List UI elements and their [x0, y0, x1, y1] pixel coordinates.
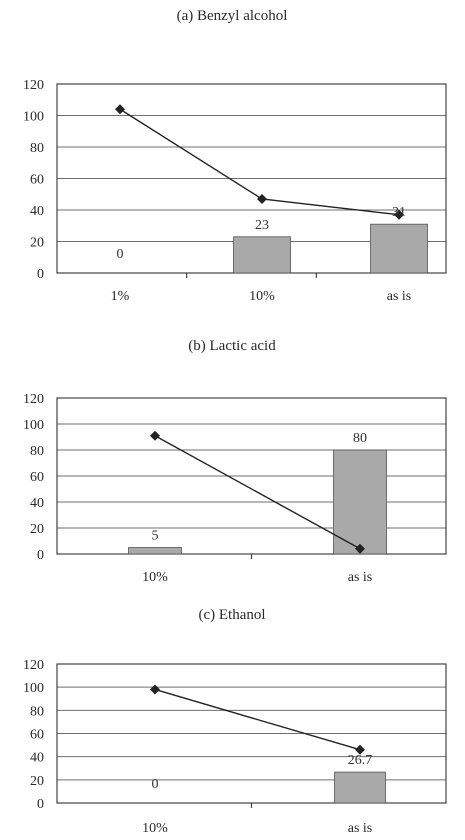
chart-title: (a) Benzyl alcohol: [177, 8, 288, 24]
x-category-label: 10%: [142, 821, 168, 836]
y-tick-label: 20: [30, 774, 44, 789]
y-tick-label: 40: [30, 751, 44, 766]
y-tick-label: 40: [30, 204, 44, 219]
bar: [233, 236, 291, 274]
x-category-label: 10%: [142, 570, 168, 584]
chart-ethanol: (c) Ethanol 0 20 40 60 80 100 120 0 26.7 10% as is: [23, 607, 447, 836]
bar: [128, 547, 182, 555]
bar: [333, 449, 387, 555]
y-tick-label: 20: [30, 522, 44, 537]
x-category-label: 10%: [249, 289, 275, 304]
chart-lactic-acid: (b) Lactic acid 0 20 40 60 80 100 120 5 80 10% as i…: [23, 338, 447, 584]
x-category-label: as is: [348, 821, 373, 836]
y-tick-label: 60: [30, 173, 44, 188]
x-category-label: as is: [387, 289, 412, 304]
x-category-label: as is: [348, 570, 373, 584]
y-tick-label: 100: [23, 681, 44, 696]
x-category-label: 1%: [111, 289, 130, 304]
line-point: [150, 684, 160, 695]
y-tick-label: 20: [30, 236, 44, 251]
line-point: [115, 104, 125, 115]
bar: [334, 771, 386, 804]
bar-data-label: 26.7: [348, 753, 373, 768]
line-point: [257, 193, 267, 204]
line-point: [394, 209, 404, 220]
bar-data-label: 80: [353, 431, 367, 446]
bar-data-label: 23: [255, 218, 269, 233]
bar-data-label: 0: [117, 247, 124, 262]
series-line: [154, 688, 361, 751]
bar-data-label: 31: [392, 205, 406, 220]
bar-data-label: 0: [152, 777, 159, 792]
y-tick-label: 0: [37, 797, 44, 812]
y-tick-label: 80: [30, 444, 44, 459]
line-point: [150, 430, 160, 441]
line-point: [355, 744, 365, 755]
y-tick-label: 40: [30, 496, 44, 511]
y-tick-label: 80: [30, 141, 44, 156]
chart-title: (b) Lactic acid: [188, 338, 276, 354]
y-tick-label: 80: [30, 704, 44, 719]
y-tick-label: 120: [23, 658, 44, 673]
y-tick-label: 120: [23, 392, 44, 407]
series-line: [154, 435, 361, 550]
y-tick-label: 120: [23, 78, 44, 93]
chart-benzyl-alcohol: (a) Benzyl alcohol 0 20 40 60 80 100 120 0 23 31 1%…: [23, 8, 447, 304]
line-point: [355, 543, 365, 554]
y-tick-label: 0: [37, 267, 44, 282]
y-tick-label: 100: [23, 110, 44, 125]
y-tick-label: 60: [30, 728, 44, 743]
chart-title: (c) Ethanol: [198, 607, 265, 623]
y-tick-label: 60: [30, 470, 44, 485]
y-tick-label: 100: [23, 418, 44, 433]
bar: [370, 223, 428, 274]
bar-data-label: 5: [152, 529, 159, 544]
y-tick-label: 0: [37, 548, 44, 563]
